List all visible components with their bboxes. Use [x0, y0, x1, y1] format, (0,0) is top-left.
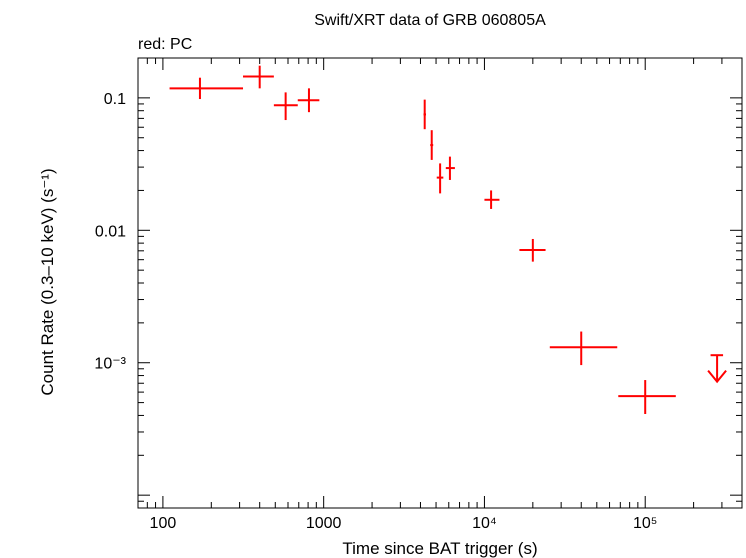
data-point	[430, 130, 434, 160]
chart-subtitle: red: PC	[138, 36, 192, 53]
y-tick-label: 10⁻³	[94, 356, 126, 373]
y-tick-label: 0.01	[95, 223, 126, 240]
data-point	[549, 331, 618, 366]
data-point	[243, 65, 274, 89]
y-axis-label: Count Rate (0.3–10 keV) (s⁻¹)	[38, 168, 57, 395]
data-point	[484, 190, 500, 209]
upper-limit-arrow-icon	[707, 369, 727, 384]
upper-limit	[707, 354, 727, 384]
data-point	[445, 156, 455, 180]
x-tick-label: 10⁴	[472, 515, 497, 532]
data-point	[273, 92, 298, 121]
data-point	[169, 77, 244, 100]
x-axis: 100 1000 10⁴ 10⁵	[137, 58, 743, 532]
data-point	[423, 99, 426, 130]
x-tick-label: 100	[150, 515, 177, 532]
data-point	[297, 88, 320, 113]
plot-frame	[137, 57, 743, 509]
data-point	[519, 238, 546, 262]
x-axis-label: Time since BAT trigger (s)	[342, 539, 537, 558]
data-point	[618, 380, 676, 415]
data-point	[436, 163, 444, 194]
y-tick-label: 0.1	[104, 91, 126, 108]
x-tick-label: 10⁵	[633, 515, 657, 532]
y-axis: 0.1 0.01 10⁻³	[94, 57, 742, 509]
data-points	[169, 65, 727, 415]
x-tick-label: 1000	[306, 515, 342, 532]
chart-title: Swift/XRT data of GRB 060805A	[314, 12, 546, 29]
